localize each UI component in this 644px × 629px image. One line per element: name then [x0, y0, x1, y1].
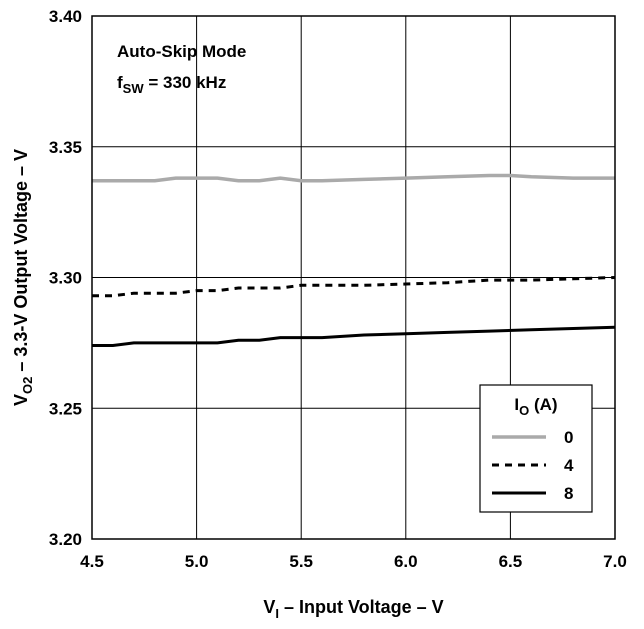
annotation-frequency-sub: SW	[123, 81, 145, 96]
legend: IO (A) 0 4 8	[479, 384, 593, 513]
y-tick-label: 3.20	[49, 530, 82, 549]
series-layer	[92, 173, 616, 347]
y-axis-label-sub: O2	[20, 377, 35, 394]
x-tick-label: 6.0	[394, 552, 418, 571]
legend-label-8: 8	[564, 484, 573, 503]
x-tick-labels: 4.5 5.0 5.5 6.0 6.5 7.0	[80, 552, 627, 571]
x-tick-label: 5.5	[289, 552, 313, 571]
x-axis-label-sub: I	[275, 606, 279, 621]
x-tick-label: 5.0	[185, 552, 209, 571]
y-tick-label: 3.30	[49, 269, 82, 288]
legend-title-sub: O	[519, 403, 529, 418]
legend-label-0: 0	[564, 428, 573, 447]
series-line-4	[92, 276, 616, 298]
x-axis-label-main: V	[263, 597, 275, 617]
x-axis-label: VI – Input Voltage – V	[263, 597, 443, 621]
y-axis-label: VO2 – 3.3-V Output Voltage – V	[11, 149, 35, 406]
legend-items: 0 4 8	[492, 428, 574, 503]
annotation-frequency: fSW = 330 kHz	[117, 73, 226, 96]
y-tick-label: 3.35	[49, 138, 82, 157]
legend-label-4: 4	[564, 456, 574, 475]
legend-title: IO (A)	[514, 395, 557, 418]
x-tick-label: 6.5	[499, 552, 523, 571]
x-tick-label: 7.0	[603, 552, 627, 571]
y-tick-label: 3.25	[49, 399, 82, 418]
plot-frame	[91, 15, 616, 540]
y-axis-label-main: V	[11, 394, 31, 406]
y-tick-label: 3.40	[49, 7, 82, 26]
legend-box	[479, 384, 593, 513]
y-axis-label-rest: – 3.3-V Output Voltage – V	[11, 149, 31, 377]
x-axis-label-rest: – Input Voltage – V	[279, 597, 444, 617]
annotation-frequency-rest: = 330 kHz	[144, 73, 227, 92]
annotation-mode: Auto-Skip Mode	[117, 42, 246, 61]
legend-title-rest: (A)	[529, 395, 557, 414]
legend-title-main: I	[514, 395, 519, 414]
chart-annotation: Auto-Skip Mode fSW = 330 kHz	[117, 42, 246, 96]
series-line-8	[92, 325, 616, 347]
y-tick-labels: 3.20 3.25 3.30 3.35 3.40	[49, 7, 82, 549]
x-tick-label: 4.5	[80, 552, 104, 571]
annotation-frequency-main: f	[117, 73, 123, 92]
series-line-0	[92, 173, 615, 183]
